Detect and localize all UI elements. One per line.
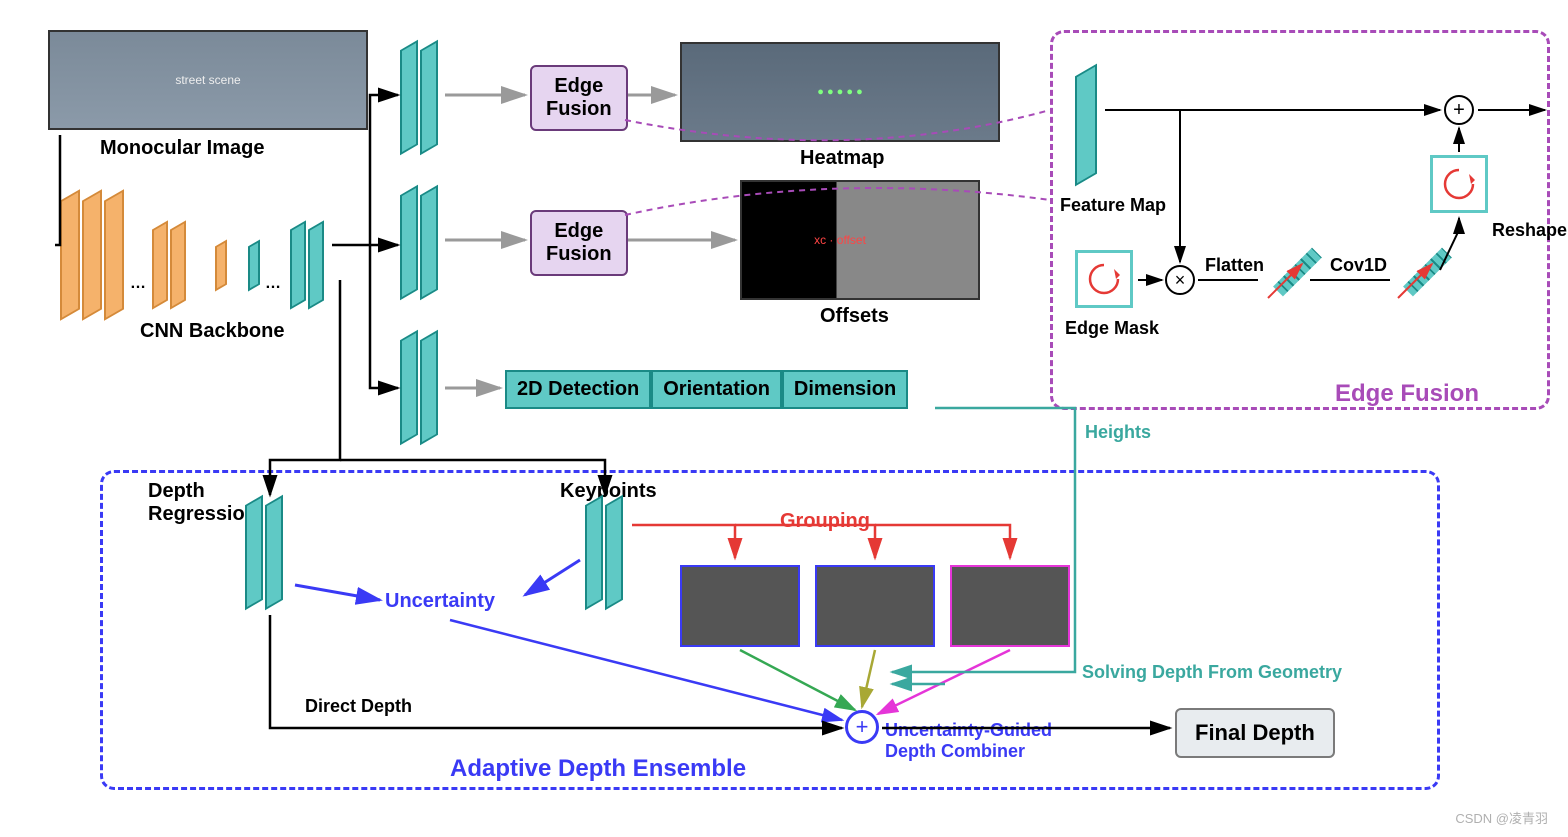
kp-img-3	[950, 565, 1070, 647]
flatten-label: Flatten	[1205, 255, 1264, 276]
cnn-backbone-label: CNN Backbone	[140, 320, 284, 343]
offsets-image: xc · offset	[740, 180, 980, 300]
kp-img-1	[680, 565, 800, 647]
multiply-op: ×	[1165, 265, 1195, 295]
ugdc-label: Uncertainty-Guided Depth Combiner	[885, 720, 1052, 762]
add-op: +	[1444, 95, 1474, 125]
edge-fusion-box-1: Edge Fusion	[530, 65, 628, 131]
depth-regression-label: Depth Regression	[148, 480, 257, 526]
tag-2d-detection: 2D Detection	[505, 370, 651, 409]
reshape-box	[1430, 155, 1488, 213]
edge-fusion-box-2: Edge Fusion	[530, 210, 628, 276]
reshape-label: Reshape	[1492, 220, 1567, 241]
grouping-label: Grouping	[780, 510, 870, 533]
heights-label: Heights	[1085, 422, 1151, 443]
watermark: CSDN @凌青羽	[1455, 808, 1548, 827]
solving-depth-label: Solving Depth From Geometry	[1082, 662, 1342, 683]
offsets-label: Offsets	[820, 305, 889, 328]
tag-orientation: Orientation	[651, 370, 782, 409]
final-depth-box: Final Depth	[1175, 708, 1335, 758]
feature-map-label: Feature Map	[1060, 195, 1166, 216]
ade-title: Adaptive Depth Ensemble	[450, 755, 746, 783]
monocular-image-placeholder: street scene	[48, 30, 368, 130]
monocular-image-label: Monocular Image	[100, 137, 264, 160]
cov1d-label: Cov1D	[1330, 255, 1387, 276]
diagram-canvas: street scene Monocular Image … … CNN Bac…	[0, 0, 1568, 837]
tag-dimension: Dimension	[782, 370, 908, 409]
edge-fusion-region	[1050, 30, 1550, 410]
edge-mask-label: Edge Mask	[1065, 318, 1159, 339]
kp-img-2	[815, 565, 935, 647]
heatmap-label: Heatmap	[800, 147, 884, 170]
combiner-op: +	[845, 710, 879, 744]
keypoints-label: Keypoints	[560, 480, 657, 503]
edge-mask-box	[1075, 250, 1133, 308]
detection-tags: 2D DetectionOrientationDimension	[505, 370, 908, 409]
edge-fusion-title: Edge Fusion	[1335, 380, 1479, 408]
direct-depth-label: Direct Depth	[305, 696, 412, 717]
uncertainty-label: Uncertainty	[385, 590, 495, 613]
heatmap-image: ● ● ● ● ●	[680, 42, 1000, 142]
